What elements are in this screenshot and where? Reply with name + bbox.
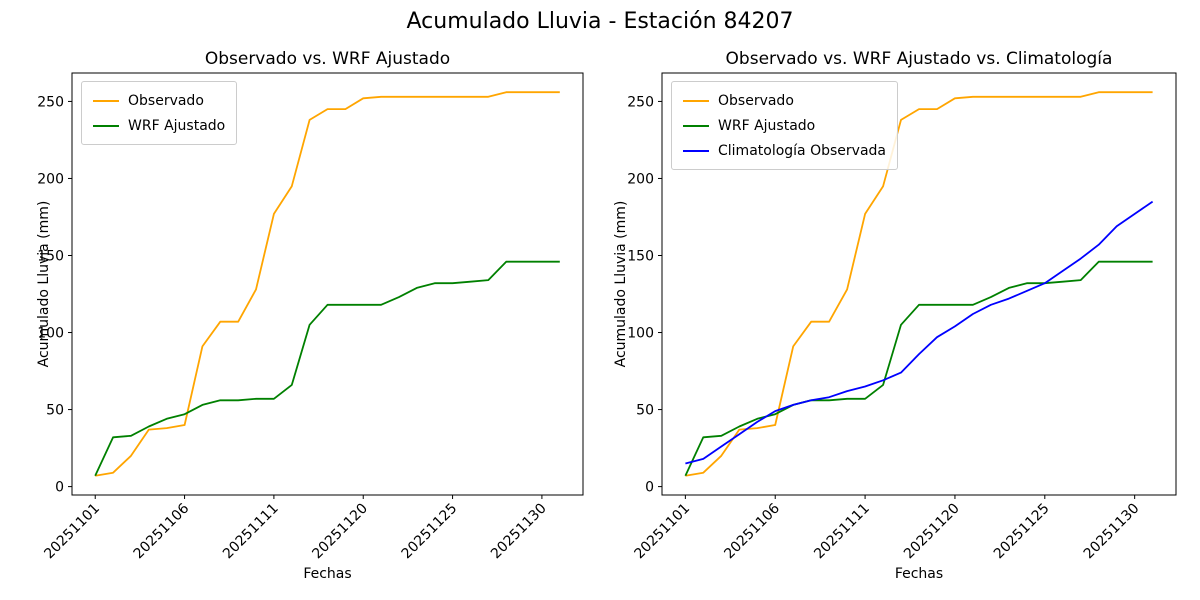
legend-item-wrf-ajustado: WRF Ajustado bbox=[93, 113, 225, 138]
x-tick-label: 20251101 bbox=[631, 501, 693, 563]
x-tick-label: 20251106 bbox=[131, 500, 193, 562]
x-tick-label: 20251111 bbox=[220, 501, 282, 563]
legend-line-swatch bbox=[93, 124, 119, 127]
x-tick-label: 20251101 bbox=[41, 501, 103, 563]
left-x-axis-label: Fechas bbox=[303, 566, 352, 582]
y-tick-label: 0 bbox=[645, 480, 654, 496]
legend-item-wrf-ajustado: WRF Ajustado bbox=[683, 113, 886, 138]
x-tick-label: 20251125 bbox=[991, 501, 1053, 563]
x-tick-label: 20251111 bbox=[811, 501, 873, 563]
legend-item-climatología-observada: Climatología Observada bbox=[683, 138, 886, 163]
left-plot-legend: Observado WRF Ajustado bbox=[81, 81, 238, 145]
y-tick-label: 100 bbox=[37, 326, 64, 342]
right-plot-title: Observado vs. WRF Ajustado vs. Climatolo… bbox=[725, 49, 1113, 69]
axes-frame bbox=[661, 72, 1177, 496]
x-tick-label: 20251125 bbox=[399, 501, 461, 563]
right-x-axis-label: Fechas bbox=[894, 566, 944, 582]
y-tick-label: 250 bbox=[37, 94, 64, 110]
x-tick-label: 20251120 bbox=[901, 501, 963, 563]
legend-line-swatch bbox=[683, 99, 709, 102]
legend-line-swatch bbox=[683, 124, 709, 127]
y-tick-label: 250 bbox=[627, 94, 654, 110]
y-tick-label: 50 bbox=[636, 403, 654, 419]
legend-line-swatch bbox=[93, 99, 119, 102]
left-plot-title: Observado vs. WRF Ajustado bbox=[204, 49, 451, 69]
x-tick-label: 20251130 bbox=[1081, 501, 1143, 563]
right-plot-legend: Observado WRF Ajustado Climatología Observ… bbox=[671, 81, 898, 170]
legend-item-observado: Observado bbox=[93, 88, 225, 113]
figure-title: Acumulado Lluvia - Estación 84207 bbox=[406, 9, 794, 34]
series-line-observado bbox=[685, 91, 1153, 477]
legend-label: Climatología Observada bbox=[718, 142, 886, 159]
axes-frame bbox=[71, 72, 584, 496]
series-line-climatología-observada bbox=[685, 200, 1154, 465]
y-tick-label: 200 bbox=[37, 171, 64, 187]
series-line-observado bbox=[95, 91, 560, 477]
legend-item-observado: Observado bbox=[683, 88, 886, 113]
legend-line-swatch bbox=[683, 149, 709, 152]
left-y-axis-label: Acumulado Lluvia (mm) bbox=[36, 200, 52, 368]
y-tick-label: 150 bbox=[37, 248, 64, 264]
legend-label: WRF Ajustado bbox=[718, 117, 816, 134]
x-tick-label: 20251120 bbox=[309, 501, 371, 563]
x-tick-label: 20251130 bbox=[488, 501, 550, 563]
y-tick-label: 200 bbox=[627, 171, 654, 187]
y-tick-label: 50 bbox=[46, 403, 64, 419]
right-y-axis-label: Acumulado Lluvia (mm) bbox=[613, 200, 629, 368]
series-line-wrf-ajustado bbox=[684, 260, 1153, 477]
legend-label: Observado bbox=[718, 92, 794, 109]
legend-label: Observado bbox=[128, 92, 204, 109]
legend-label: WRF Ajustado bbox=[128, 117, 226, 134]
x-tick-label: 20251106 bbox=[721, 500, 783, 562]
y-tick-label: 0 bbox=[55, 480, 64, 496]
series-line-wrf-ajustado bbox=[94, 260, 560, 477]
y-tick-label: 150 bbox=[627, 248, 654, 264]
y-tick-label: 100 bbox=[627, 326, 654, 342]
